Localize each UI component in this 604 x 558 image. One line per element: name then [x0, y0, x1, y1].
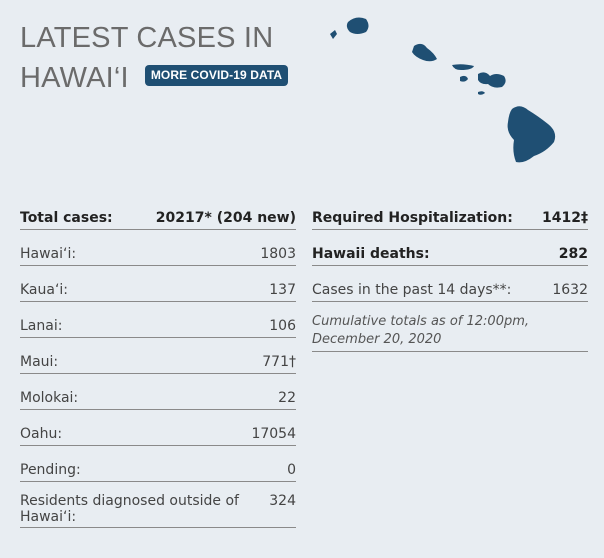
row-value: 1803	[260, 246, 296, 262]
row-value: 1412‡	[542, 210, 588, 226]
kauai-row: Kaua‘i: 137	[20, 277, 296, 302]
row-value: 20217* (204 new)	[155, 210, 296, 226]
row-value: 282	[558, 246, 588, 262]
maui-island	[478, 72, 506, 88]
residents-outside-row: Residents diagnosed outside of Hawai‘i: …	[20, 493, 296, 528]
hawaii-islands-map	[330, 17, 556, 163]
big-island	[507, 106, 556, 163]
row-label: Lanai:	[20, 318, 63, 334]
row-value: 22	[278, 390, 296, 406]
row-label: Residents diagnosed outside of Hawai‘i:	[20, 493, 239, 525]
row-value: 1632	[552, 282, 588, 298]
county-cases-column: Total cases: 20217* (204 new) Hawai‘i: 1…	[20, 205, 296, 539]
row-label: Molokai:	[20, 390, 79, 406]
page-title: LATEST CASES IN HAWAI‘I MORE COVID-19 DA…	[20, 18, 289, 98]
row-label: Required Hospitalization:	[312, 210, 513, 226]
cumulative-note: Cumulative totals as of 12:00pm, Decembe…	[312, 313, 588, 352]
row-label: Cases in the past 14 days**:	[312, 282, 512, 298]
row-label: Oahu:	[20, 426, 63, 442]
maui-row: Maui: 771†	[20, 349, 296, 374]
kahoolawe-island	[478, 91, 485, 95]
molokai-island	[452, 64, 474, 70]
past-14-days-row: Cases in the past 14 days**: 1632	[312, 277, 588, 302]
oahu-row: Oahu: 17054	[20, 421, 296, 446]
title-line-1: LATEST CASES IN	[20, 22, 274, 54]
row-label: Total cases:	[20, 210, 113, 226]
row-label: Kaua‘i:	[20, 282, 69, 298]
title-line-2-wrap: HAWAI‘I MORE COVID-19 DATA	[20, 58, 289, 98]
row-label: Pending:	[20, 462, 81, 478]
lanai-island	[460, 75, 468, 82]
row-label: Hawai‘i:	[20, 246, 77, 262]
title-line-2: HAWAI‘I	[20, 62, 129, 94]
row-value: 137	[269, 282, 296, 298]
total-cases-row: Total cases: 20217* (204 new)	[20, 205, 296, 230]
row-value: 771†	[262, 354, 296, 370]
more-covid-data-button[interactable]: MORE COVID-19 DATA	[144, 64, 289, 86]
deaths-row: Hawaii deaths: 282	[312, 241, 588, 266]
pending-row: Pending: 0	[20, 457, 296, 482]
lanai-row: Lanai: 106	[20, 313, 296, 338]
molokai-row: Molokai: 22	[20, 385, 296, 410]
summary-column: Required Hospitalization: 1412‡ Hawaii d…	[312, 205, 588, 352]
hospitalization-row: Required Hospitalization: 1412‡	[312, 205, 588, 230]
oahu-island	[412, 43, 437, 62]
row-label: Hawaii deaths:	[312, 246, 430, 262]
kauai-island	[346, 17, 369, 34]
row-value: 0	[287, 462, 296, 478]
niihau-island	[330, 30, 337, 39]
row-value: 17054	[251, 426, 296, 442]
hawaii-county-row: Hawai‘i: 1803	[20, 241, 296, 266]
row-label: Maui:	[20, 354, 59, 370]
row-value: 324	[269, 493, 296, 509]
row-value: 106	[269, 318, 296, 334]
